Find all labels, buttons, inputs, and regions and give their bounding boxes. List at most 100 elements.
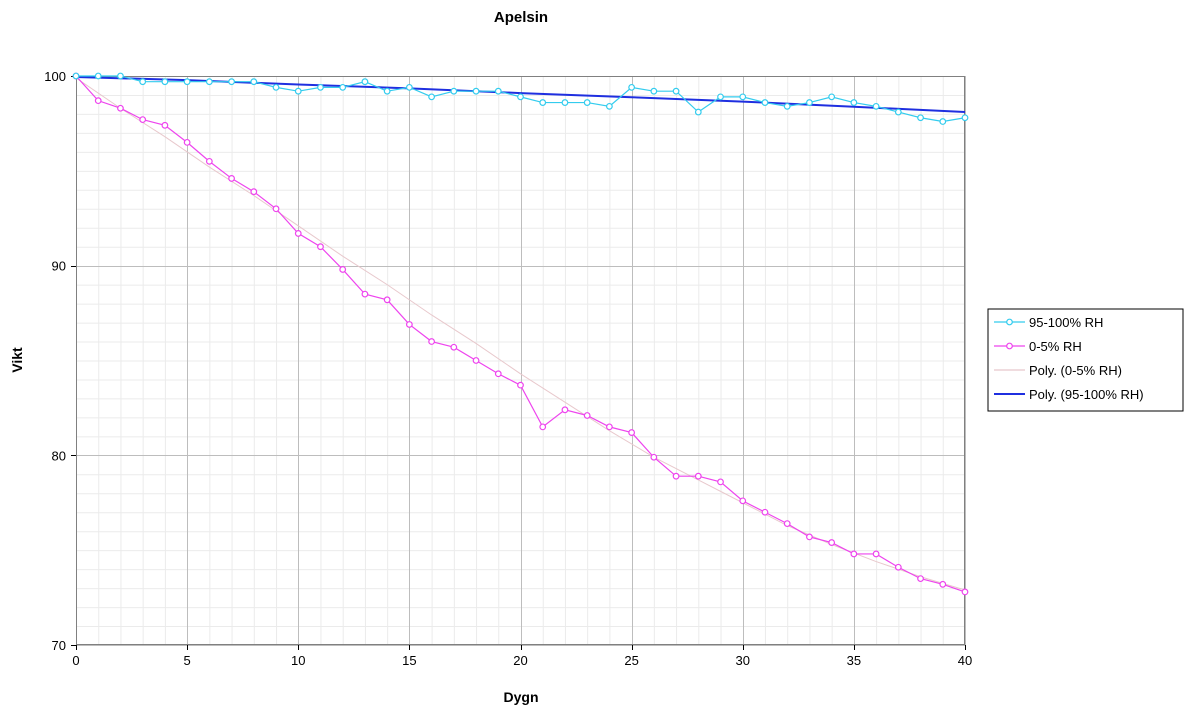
data-point [450,87,458,95]
plot-area: 0 5 10 15 20 25 30 35 40 70 80 90 100 [44,69,972,668]
legend-label: Poly. (0-5% RH) [1029,363,1122,378]
data-point [494,87,502,95]
legend-label: 95-100% RH [1029,315,1103,330]
data-point [717,93,724,101]
data-point [939,118,947,125]
data-point [183,78,191,86]
data-point [405,321,413,328]
data-point [405,83,413,91]
data-point [339,83,347,91]
data-point [917,114,924,122]
x-tick-label: 20 [513,653,527,668]
legend-item-poly-95-100-rh: Poly. (95-100% RH) [994,387,1144,402]
data-point [94,97,102,105]
series-poly-0-5-rh [75,77,966,591]
data-point [117,104,124,112]
data-point [961,114,969,122]
data-point [361,290,369,298]
data-point [828,539,836,546]
data-point [650,87,658,95]
data-point [339,266,347,273]
chart-title: Apelsin [494,9,548,26]
data-point [294,87,302,95]
data-point [606,423,613,431]
data-point [317,243,324,251]
data-point [828,93,836,101]
data-point [205,157,213,165]
x-tick-label: 30 [736,653,750,668]
data-point [850,99,858,106]
data-point [850,550,858,558]
data-point [694,472,702,480]
data-point [783,520,791,528]
data-point [139,116,147,124]
minor-grid [76,76,965,645]
data-point [428,338,436,345]
data-point [872,550,880,558]
data-point [561,99,569,106]
data-point [783,102,791,110]
data-point [672,87,680,95]
data-point [628,429,636,436]
data-point [672,472,680,480]
data-point [117,72,124,80]
x-tick-label: 15 [402,653,416,668]
data-point [494,370,502,378]
data-point [517,381,524,389]
legend-item-poly-0-5-rh: Poly. (0-5% RH) [994,363,1122,378]
y-tick-label: 90 [52,259,66,274]
data-point [72,72,80,80]
data-point [694,108,702,116]
data-point [739,93,747,101]
legend: 95-100% RH 0-5% RH Poly. (0-5% RH) Poly. (9… [987,308,1184,412]
data-point [539,423,547,431]
data-point [606,102,613,110]
data-point [317,83,324,91]
x-tick-label: 25 [624,653,638,668]
y-axis-label: Vikt [9,347,25,373]
data-point [294,230,302,237]
data-point [539,99,547,106]
x-tick-label: 40 [958,653,972,668]
y-tick-label: 70 [52,638,66,653]
data-point [872,102,880,110]
series-95-100-rh [72,72,969,125]
data-point [272,205,280,213]
data-point [139,78,147,86]
legend-item-95-100-rh: 95-100% RH [994,315,1103,330]
y-tick-label: 100 [44,69,66,84]
legend-label: 0-5% RH [1029,339,1082,354]
data-point [428,93,436,101]
data-point [717,478,724,486]
data-point [94,72,102,80]
data-point [739,497,747,505]
data-point [228,175,235,182]
x-tick-label: 35 [847,653,861,668]
data-point [161,121,169,129]
data-point [450,343,458,351]
data-point [472,87,480,95]
data-point [517,93,524,101]
data-point [250,78,258,86]
data-point [650,453,658,461]
data-point [183,138,191,146]
data-point [383,87,391,95]
data-point [228,78,235,86]
data-point [383,296,391,304]
data-point [472,357,480,364]
data-point [761,508,769,516]
plot-border [76,76,965,645]
data-point [161,78,169,86]
x-axis-label: Dygn [504,689,539,705]
legend-marker [1006,318,1013,326]
data-point [806,533,813,541]
data-point [272,83,280,91]
data-point [250,188,258,196]
data-point [894,108,902,116]
x-tick-label: 0 [72,653,79,668]
data-point [806,99,813,106]
series-0-5-rh [72,72,969,596]
data-point [628,83,636,91]
legend-item-0-5-rh: 0-5% RH [994,339,1082,354]
